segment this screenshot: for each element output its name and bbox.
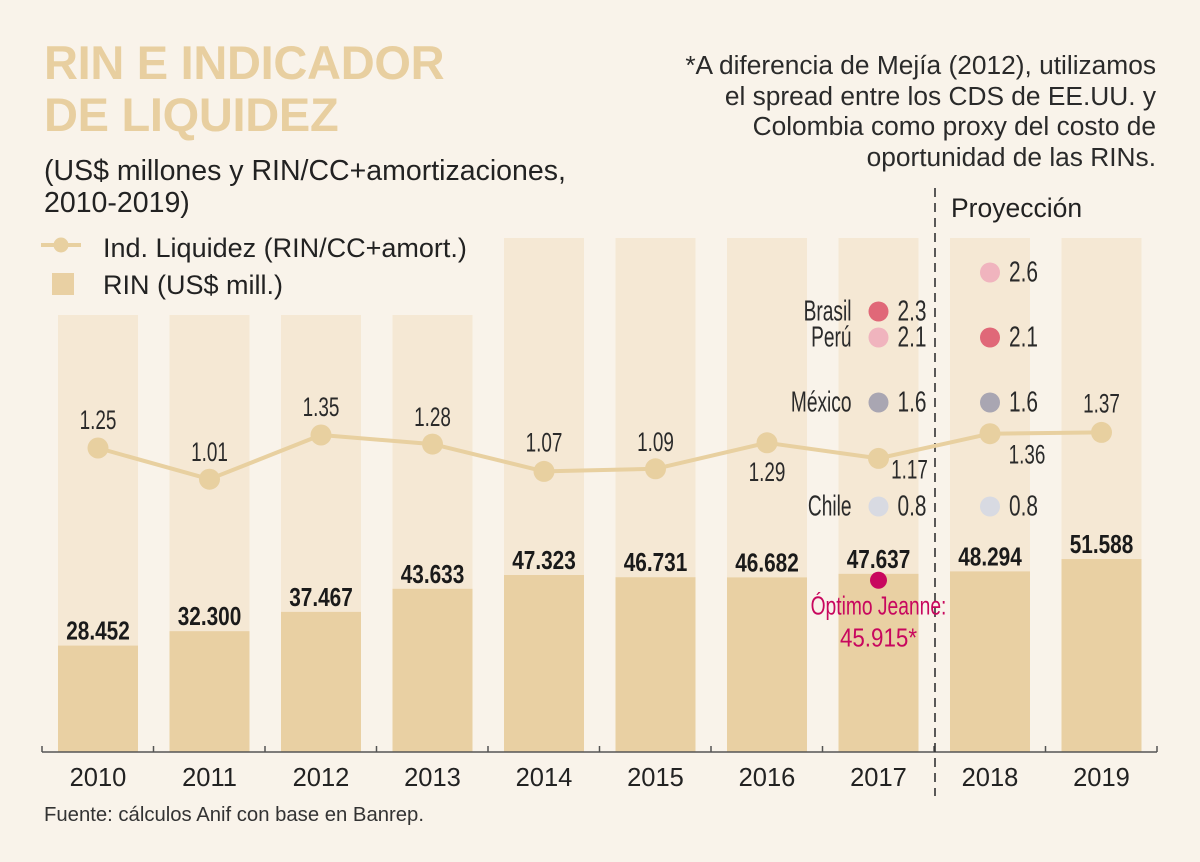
bar-2010 <box>58 645 138 752</box>
note-line-2: el spread entre los CDS de EE.UU. y <box>725 81 1157 111</box>
country-value-chile-2017: 0.8 <box>898 491 927 523</box>
liquidity-point-2014 <box>533 460 555 482</box>
source-note: Fuente: cálculos Anif con base en Banrep… <box>44 804 424 826</box>
note-line-4: oportunidad de las RINs. <box>867 142 1156 172</box>
liquidity-label-2010: 1.25 <box>80 405 117 435</box>
liquidity-label-2012: 1.35 <box>303 392 340 422</box>
country-dot-mexico-2017 <box>868 392 889 413</box>
bar-value-label-2013: 43.633 <box>401 559 465 589</box>
subtitle-line-2: 2010-2019) <box>44 187 190 219</box>
x-tick-label-2013: 2013 <box>404 764 461 792</box>
bar-2015 <box>615 577 696 752</box>
country-dot-chile-2018 <box>980 496 1000 517</box>
x-tick-label-2014: 2014 <box>516 764 573 792</box>
bar-value-label-2019: 51.588 <box>1070 529 1134 559</box>
note-line-3: Colombia como proxy del costo de <box>753 111 1156 141</box>
methodology-note: *A diferencia de Mejía (2012), utilizamo… <box>685 50 1157 172</box>
liquidity-point-2019 <box>1091 421 1112 443</box>
bar-value-label-2017: 47.637 <box>847 544 911 574</box>
header: RIN E INDICADOR DE LIQUIDEZ (US$ millone… <box>44 36 566 219</box>
country-value-chile-2018: 0.8 <box>1009 491 1038 523</box>
liquidity-line <box>97 430 1102 482</box>
bar-2018 <box>950 571 1030 752</box>
liquidity-label-2015: 1.09 <box>637 427 674 457</box>
bar-2014 <box>504 575 584 752</box>
country-label-chile: Chile <box>808 491 852 523</box>
country-value-peru-2018: 2.6 <box>1009 257 1038 289</box>
liquidity-label-2019: 1.37 <box>1083 388 1120 418</box>
liquidity-point-2015 <box>645 458 666 480</box>
liquidity-label-2011: 1.01 <box>191 437 228 467</box>
title-line-2: DE LIQUIDEZ <box>44 88 338 141</box>
liquidity-label-2017: 1.17 <box>891 454 928 484</box>
bar-value-label-2010: 28.452 <box>66 616 130 646</box>
optimum-value: 45.915* <box>840 622 917 652</box>
liquidity-point-2011 <box>199 468 220 490</box>
bar-value-label-2014: 47.323 <box>512 545 576 575</box>
x-tick-label-2012: 2012 <box>293 764 350 792</box>
optimum-dot <box>870 571 887 589</box>
optimum-label: Óptimo Jeanne: <box>811 590 947 620</box>
country-dot-peru-2017 <box>868 327 889 348</box>
liquidity-point-2016 <box>756 432 778 454</box>
x-tick-label-2017: 2017 <box>850 764 907 792</box>
bar-2011 <box>169 631 250 752</box>
country-value-brasil-2017: 2.3 <box>898 296 927 328</box>
country-value-brasil-2018: 2.1 <box>1009 322 1038 354</box>
liquidity-point-2010 <box>87 437 109 459</box>
liquidity-point-2012 <box>310 424 332 446</box>
liquidity-label-2018: 1.36 <box>1009 440 1046 470</box>
legend-line-label: Ind. Liquidez (RIN/CC+amort.) <box>103 233 467 263</box>
bar-2019 <box>1061 559 1142 752</box>
country-label-peru: Perú <box>811 322 851 354</box>
bar-value-label-2018: 48.294 <box>958 541 1022 571</box>
bar-2016 <box>727 577 807 752</box>
country-dot-peru-2018 <box>980 262 1000 283</box>
country-label-brasil: Brasil <box>804 296 852 328</box>
line-series: 1.25 1.01 1.35 1.28 1.07 1.09 1.29 1.17 1.36 1.37 <box>80 388 1120 490</box>
projection-label: Proyección <box>951 193 1082 223</box>
bar-series <box>58 559 1142 752</box>
subtitle-line-1: (US$ millones y RIN/CC+amortizaciones, <box>44 155 566 187</box>
country-dot-brasil-2017 <box>868 301 889 322</box>
optimum-annotation: Óptimo Jeanne:45.915* <box>811 571 947 652</box>
line-with-dot-icon <box>41 237 81 253</box>
liquidity-label-2014: 1.07 <box>526 427 563 457</box>
bar-value-label-2011: 32.300 <box>178 601 242 631</box>
legend: Ind. Liquidez (RIN/CC+amort.) RIN (US$ m… <box>41 233 467 300</box>
x-tick-labels: 2010 2011 2012 2013 2014 2015 2016 2017 2018 2019 <box>70 764 1130 792</box>
country-label-mexico: México <box>791 387 852 419</box>
country-dot-mexico-2018 <box>980 392 1000 413</box>
bar-2017 <box>838 573 919 752</box>
liquidity-label-2016: 1.29 <box>749 457 786 487</box>
x-axis <box>41 746 1158 753</box>
country-dot-brasil-2018 <box>980 327 1000 348</box>
x-tick-label-2016: 2016 <box>739 764 796 792</box>
country-value-peru-2017: 2.1 <box>898 322 927 354</box>
country-value-mexico-2017: 1.6 <box>898 387 927 419</box>
bar-value-label-2016: 46.682 <box>735 547 799 577</box>
bar-2013 <box>392 588 473 752</box>
bar-value-labels: 28.452 32.300 37.467 43.633 47.323 46.731 46.6… <box>66 529 1133 646</box>
x-tick-label-2010: 2010 <box>70 764 127 792</box>
bar-value-label-2015: 46.731 <box>624 547 688 577</box>
title-line-1: RIN E INDICADOR <box>44 36 444 89</box>
liquidity-point-2017 <box>868 447 889 469</box>
bar-value-label-2012: 37.467 <box>289 582 353 612</box>
country-value-mexico-2018: 1.6 <box>1009 387 1038 419</box>
square-swatch-icon <box>52 273 74 295</box>
x-tick-label-2018: 2018 <box>962 764 1019 792</box>
bar-2012 <box>281 611 361 752</box>
x-tick-label-2019: 2019 <box>1073 764 1130 792</box>
country-dot-chile-2017 <box>868 496 889 517</box>
x-tick-label-2011: 2011 <box>182 764 237 792</box>
note-line-1: *A diferencia de Mejía (2012), utilizamo… <box>685 50 1156 80</box>
legend-bar-label: RIN (US$ mill.) <box>103 270 283 300</box>
x-tick-label-2015: 2015 <box>627 764 684 792</box>
liquidity-point-2013 <box>422 433 443 455</box>
liquidity-label-2013: 1.28 <box>414 402 451 432</box>
liquidity-point-2018 <box>979 423 1001 445</box>
